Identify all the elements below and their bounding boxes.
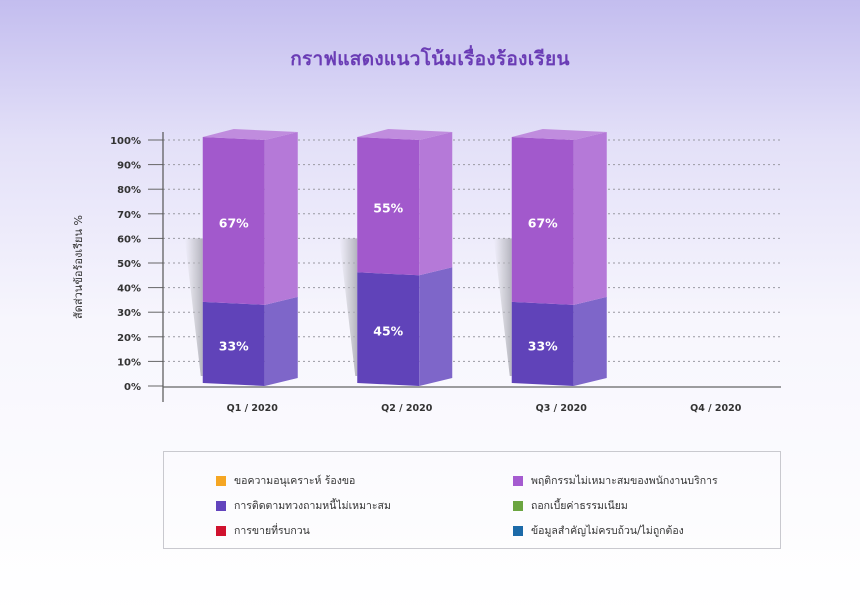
y-tick-label: 90%: [117, 161, 141, 172]
legend-swatch: [513, 500, 523, 511]
data-label: 67%: [528, 215, 558, 230]
data-label: 45%: [373, 324, 403, 339]
bar-front-0: [511, 301, 574, 386]
bar-front-0: [202, 301, 265, 386]
y-tick-label: 70%: [117, 210, 141, 221]
grid-lines: [148, 139, 781, 387]
bar-shadow: [184, 238, 203, 376]
legend-item: พฤติกรรมไม่เหมาะสมของพนักงานบริการ: [513, 472, 718, 489]
bar-side-1: [573, 132, 607, 305]
bars: 33% 67% 45% 55% 33% 67%: [184, 129, 607, 386]
y-axis-label: สัดส่วนข้อร้องเรียน %: [72, 215, 85, 319]
bar-top: [511, 129, 607, 140]
y-tick-labels: 0% 10% 20% 30% 40% 50% 60% 70% 80% 90% 100%: [110, 136, 141, 393]
x-tick-label: Q3 / 2020: [536, 403, 588, 414]
bar-top: [202, 129, 298, 140]
bar-front-1: [357, 137, 420, 276]
data-label: 33%: [219, 338, 249, 353]
legend-item: ถอกเบี้ยค่าธรรมเนียม: [513, 497, 628, 514]
bar-side-0: [573, 296, 607, 386]
data-label: 55%: [373, 201, 403, 216]
y-tick-label: 0%: [124, 382, 141, 393]
y-tick-label: 100%: [110, 136, 141, 147]
y-tick-label: 80%: [117, 185, 141, 196]
x-tick-labels: Q1 / 2020 Q2 / 2020 Q3 / 2020 Q4 / 2020: [227, 403, 742, 414]
legend-label: การขายที่รบกวน: [234, 525, 310, 537]
y-tick-label: 30%: [117, 308, 141, 319]
bar-side-1: [264, 132, 298, 305]
legend-label: พฤติกรรมไม่เหมาะสมของพนักงานบริการ: [531, 475, 718, 487]
bar-side-0: [264, 296, 298, 386]
legend-swatch: [216, 500, 226, 511]
bar-top: [357, 129, 453, 140]
legend-swatch: [513, 475, 523, 486]
legend-item: ข้อมูลสำคัญไม่ครบถ้วน/ไม่ถูกต้อง: [513, 522, 684, 539]
bar-shadow: [493, 238, 512, 376]
bar-side-0: [419, 267, 453, 386]
legend-label: ข้อมูลสำคัญไม่ครบถ้วน/ไม่ถูกต้อง: [531, 525, 684, 537]
legend-item: ขอความอนุเคราะห์ ร้องขอ: [216, 472, 355, 489]
legend-label: ถอกเบี้ยค่าธรรมเนียม: [531, 500, 628, 512]
chart-title: กราฟแสดงแนวโน้มเรื่องร้องเรียน: [290, 48, 570, 70]
x-tick-label: Q2 / 2020: [381, 403, 433, 414]
legend-swatch: [216, 475, 226, 486]
legend-label: ขอความอนุเคราะห์ ร้องขอ: [234, 475, 356, 487]
legend-item: การขายที่รบกวน: [216, 522, 310, 539]
legend-swatch: [513, 525, 523, 536]
bar-front-1: [202, 137, 265, 305]
legend-swatch: [216, 525, 226, 536]
bar-front-0: [357, 272, 420, 386]
data-label: 33%: [528, 338, 558, 353]
bar-shadow: [339, 238, 358, 376]
y-tick-label: 50%: [117, 259, 141, 270]
x-tick-label: Q4 / 2020: [690, 403, 742, 414]
data-label: 67%: [219, 215, 249, 230]
legend-item: การติดตามทวงถามหนี้ไม่เหมาะสม: [216, 497, 391, 514]
bar-front-1: [511, 137, 574, 305]
y-tick-label: 20%: [117, 333, 141, 344]
y-tick-label: 10%: [117, 357, 141, 368]
legend: ขอความอนุเคราะห์ ร้องขอ พฤติกรรมไม่เหมาะส…: [163, 451, 781, 549]
x-tick-label: Q1 / 2020: [227, 403, 279, 414]
axes: [162, 132, 781, 402]
y-tick-label: 60%: [117, 234, 141, 245]
y-tick-label: 40%: [117, 284, 141, 295]
bar-side-1: [419, 132, 453, 276]
legend-label: การติดตามทวงถามหนี้ไม่เหมาะสม: [234, 500, 391, 512]
